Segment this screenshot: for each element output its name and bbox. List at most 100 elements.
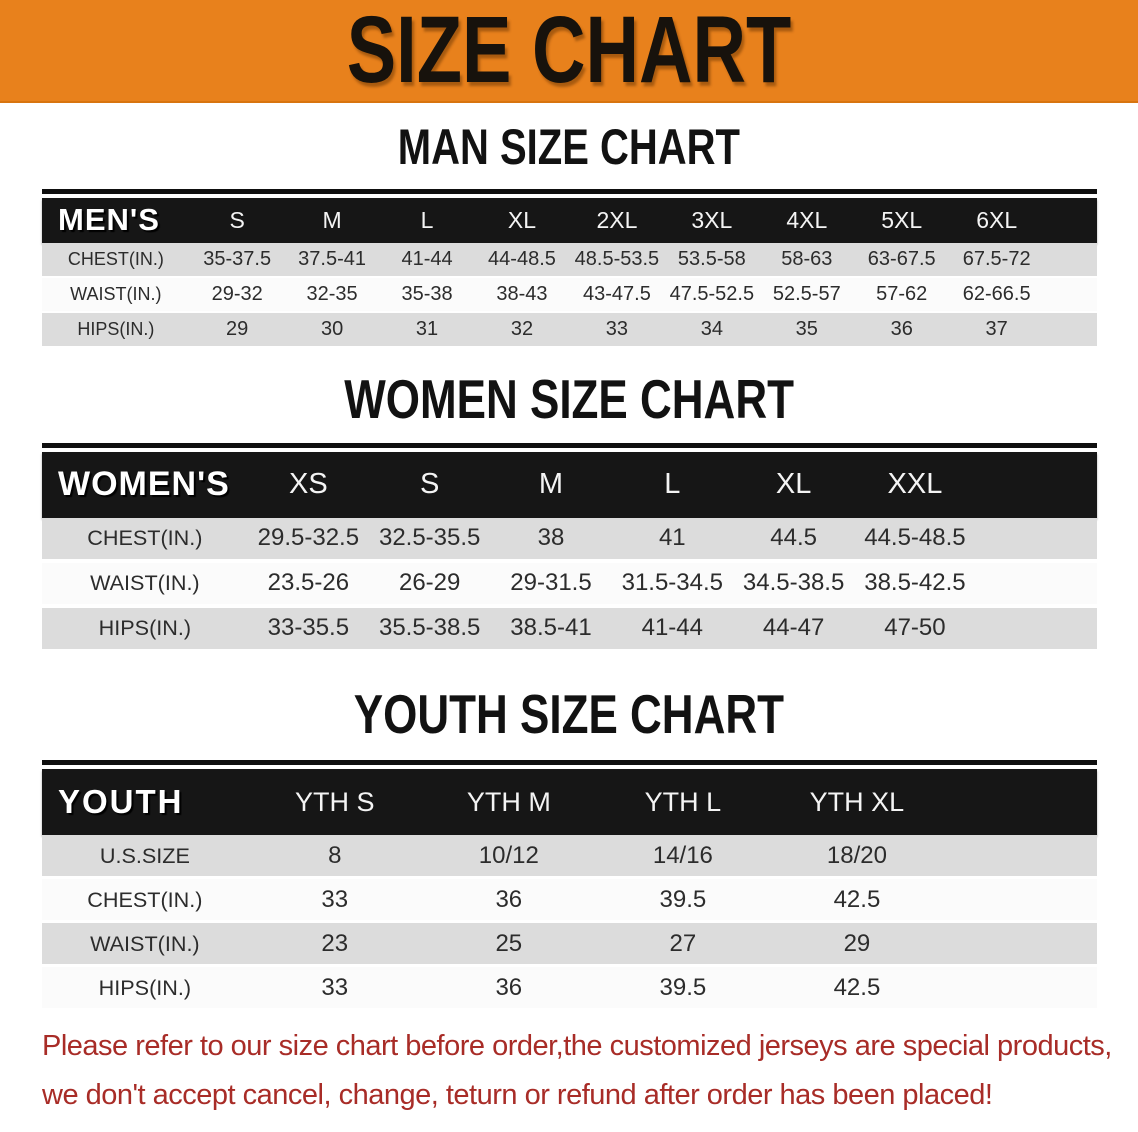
size-header-cell: L [420,206,434,233]
value-cell: 38 [537,524,565,552]
value-cell: 26-29 [398,569,461,597]
table-top-border [42,442,1097,448]
value-cell: 37.5-41 [298,247,367,270]
value-cell: 39.5 [659,885,707,913]
value-cell: 57-62 [876,282,928,305]
value-cell: 38.5-42.5 [864,569,966,597]
value-cell: 36 [890,317,913,340]
value-cell: 35.5-38.5 [378,614,481,642]
value-cell: 62-66.5 [962,282,1031,305]
value-cell: 32-35 [306,282,358,305]
value-cell: 63-67.5 [867,247,936,270]
table-row: WAIST(IN.) 23 25 27 29 [42,923,1097,964]
value-cell: 29-32 [211,282,263,305]
mens-size-table: MEN'S S M L XL 2XL 3XL 4XL 5XL 6XL CHEST(IN.) 35-37… [42,188,1097,346]
value-cell: 33 [605,317,629,340]
banner: SIZE CHART [0,0,1138,103]
value-cell: 23.5-26 [267,569,350,597]
table-corner-label: WOMEN'S [58,465,230,504]
value-cell: 39.5 [659,973,707,1001]
value-cell: 10/12 [478,841,539,869]
value-cell: 44.5-48.5 [864,524,966,552]
table-row: CHEST(IN.) 33 36 39.5 42.5 [42,879,1097,920]
size-header-cell: L [664,468,681,501]
womens-section-heading-text: WOMEN SIZE CHART [344,367,794,430]
value-cell: 43-47.5 [582,282,651,305]
table-top-border [42,188,1097,194]
value-cell: 23 [321,929,349,957]
table-row: HIPS(IN.) 29 30 31 32 33 34 35 36 37 [42,312,1097,346]
size-header-cell: M [322,206,342,233]
table-row: WAIST(IN.) 29-32 32-35 35-38 38-43 43-47.5 47.… [42,277,1097,311]
size-header-cell: 5XL [881,206,923,233]
table-corner-label: MEN'S [58,202,160,237]
value-cell: 34 [700,317,723,340]
table-row: CHEST(IN.) 35-37.5 37.5-41 41-44 44-48.5 48.5… [42,242,1097,276]
row-label: CHEST(IN.) [67,248,164,269]
value-cell: 38-43 [496,282,548,305]
value-cell: 29 [226,317,249,340]
value-cell: 31 [415,317,439,340]
size-header-cell: 2XL [596,206,638,233]
footer-disclaimer-line2: we don't accept cancel, change, teturn o… [42,1079,993,1111]
value-cell: 33 [321,973,349,1001]
size-header-cell: S [420,468,440,501]
value-cell: 44.5 [770,524,817,552]
value-cell: 35 [795,317,818,340]
table-corner-label: YOUTH [58,783,184,820]
value-cell: 36 [495,885,523,913]
value-cell: 33 [321,885,349,913]
value-cell: 47-50 [884,614,946,642]
value-cell: 36 [495,973,523,1001]
value-cell: 53.5-58 [677,247,746,270]
value-cell: 67.5-72 [962,247,1031,270]
size-header-cell: XXL [887,468,943,501]
mens-section: MAN SIZE CHART MEN'S S M L XL 2XL 3XL 4XL 5XL 6XL… [0,119,1138,346]
size-header-cell: M [538,468,564,501]
value-cell: 8 [328,841,342,869]
value-cell: 52.5-57 [772,282,841,305]
mens-section-heading-text: MAN SIZE CHART [397,119,741,175]
value-cell: 31.5-34.5 [621,569,724,597]
table-header-row: MEN'S S M L XL 2XL 3XL 4XL 5XL 6XL [42,197,1097,243]
row-label: CHEST(IN.) [87,886,203,912]
value-cell: 44-48.5 [488,247,556,270]
row-label: CHEST(IN.) [87,525,203,551]
value-cell: 18/20 [826,841,887,869]
table-row: WAIST(IN.) 23.5-26 26-29 29-31.5 31.5-34.5 34… [42,562,1097,604]
table-top-border [42,760,1097,765]
womens-section: WOMEN SIZE CHART WOMEN'S XS S M L XL XXL CHEST(… [0,368,1138,649]
value-cell: 32.5-35.5 [378,524,481,552]
size-header-cell: YTH L [644,786,722,817]
youth-section: YOUTH SIZE CHART YOUTH YTH S YTH M YTH L YTH… [0,683,1138,1008]
size-header-cell: YTH XL [809,786,905,817]
value-cell: 35-37.5 [203,247,272,270]
value-cell: 35-38 [401,282,453,305]
value-cell: 25 [495,929,523,957]
womens-section-heading: WOMEN SIZE CHART [0,368,1138,431]
table-row: HIPS(IN.) 33 36 39.5 42.5 [42,967,1097,1008]
table-row: HIPS(IN.) 33-35.5 35.5-38.5 38.5-41 41-44 44-… [42,607,1097,649]
value-cell: 27 [669,929,697,957]
value-cell: 41 [658,524,686,552]
value-cell: 30 [320,317,344,340]
value-cell: 47.5-52.5 [669,282,755,305]
value-cell: 29-31.5 [510,569,592,597]
size-header-cell: 4XL [786,206,828,233]
row-label: HIPS(IN.) [77,318,155,339]
row-label: WAIST(IN.) [90,930,200,956]
table-row: CHEST(IN.) 29.5-32.5 32.5-35.5 38 41 44.5 44.5… [42,517,1097,559]
value-cell: 29 [843,929,871,957]
value-cell: 42.5 [833,973,881,1001]
value-cell: 29.5-32.5 [257,524,360,552]
value-cell: 34.5-38.5 [742,569,845,597]
table-header-row: WOMEN'S XS S M L XL XXL [42,451,1097,518]
table-header-row: YOUTH YTH S YTH M YTH L YTH XL [42,769,1097,835]
value-cell: 38.5-41 [510,614,592,642]
size-header-cell: YTH M [466,786,551,817]
banner-title: SIZE CHART [346,0,792,103]
size-header-cell: 6XL [976,206,1018,233]
womens-size-table: WOMEN'S XS S M L XL XXL CHEST(IN.) 29.5-32.5 32.5… [42,442,1097,649]
youth-section-heading-text: YOUTH SIZE CHART [353,682,785,745]
